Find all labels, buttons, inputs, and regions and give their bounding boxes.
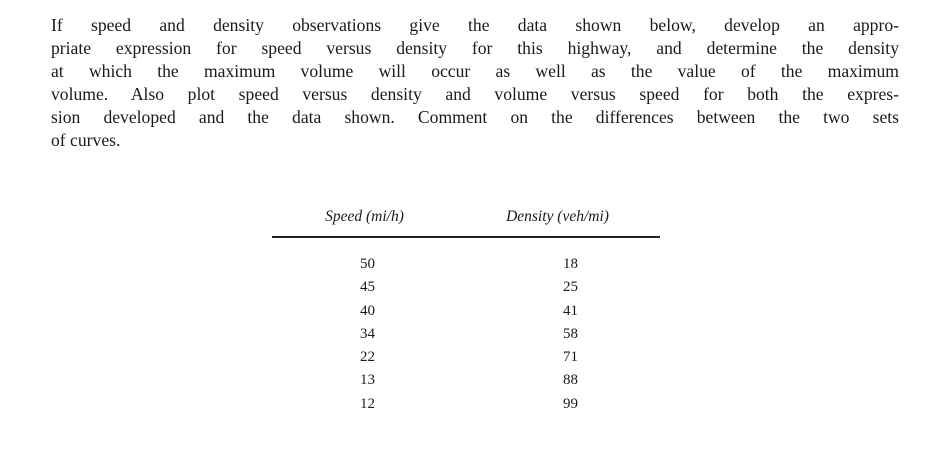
speed-column-header: Speed (mi/h) <box>272 208 456 238</box>
table-row: 22 71 <box>272 346 660 369</box>
table-row: 40 41 <box>272 300 660 323</box>
problem-line: at which the maximum volume will occur a… <box>51 61 899 81</box>
table-row: 13 88 <box>272 369 660 392</box>
problem-line: sion developed and the data shown. Comme… <box>51 107 899 127</box>
problem-line: priate expression for speed versus densi… <box>51 38 899 58</box>
density-cell: 25 <box>563 279 579 296</box>
table-header-row: Speed (mi/h) Density (veh/mi) <box>272 208 660 238</box>
speed-cell: 45 <box>360 279 376 296</box>
problem-statement: If speed and density observations give t… <box>51 14 899 152</box>
speed-cell: 13 <box>360 372 376 389</box>
table-row: 45 25 <box>272 276 660 299</box>
table-row: 12 99 <box>272 393 660 416</box>
speed-cell: 50 <box>360 256 376 272</box>
speed-density-table: Speed (mi/h) Density (veh/mi) 50 18 45 2… <box>272 208 660 416</box>
speed-cell: 34 <box>360 325 376 342</box>
problem-line: volume. Also plot speed versus density a… <box>51 84 899 104</box>
density-cell: 41 <box>563 302 579 319</box>
speed-cell: 40 <box>360 302 376 319</box>
density-cell: 58 <box>563 325 579 342</box>
problem-line: of curves. <box>51 130 121 150</box>
table-row: 50 18 <box>272 237 660 276</box>
speed-cell: 12 <box>360 395 376 412</box>
density-cell: 99 <box>563 395 579 412</box>
density-column-header: Density (veh/mi) <box>455 208 660 238</box>
problem-line: If speed and density observations give t… <box>51 15 899 35</box>
speed-cell: 22 <box>360 349 376 366</box>
density-cell: 88 <box>563 372 579 389</box>
table-row: 34 58 <box>272 323 660 346</box>
density-cell: 71 <box>563 349 579 366</box>
density-cell: 18 <box>563 256 579 272</box>
